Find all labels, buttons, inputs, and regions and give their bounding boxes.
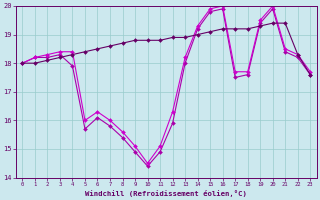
X-axis label: Windchill (Refroidissement éolien,°C): Windchill (Refroidissement éolien,°C) [85,190,247,197]
